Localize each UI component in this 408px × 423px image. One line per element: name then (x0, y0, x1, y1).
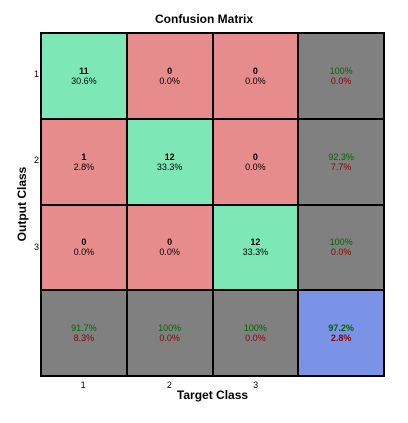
cell-count: 0 (167, 65, 173, 76)
col-summary-error: 0.0% (245, 333, 266, 344)
matrix-cell-2-2: 12 33.3% (126, 118, 213, 205)
row-summary-correct: 100% (329, 65, 353, 76)
overall-correct: 97.2% (328, 323, 354, 334)
matrix-cell-2-1: 1 2.8% (41, 118, 127, 205)
cell-percent: 33.3% (242, 247, 269, 258)
row-summary-3: 100% 0.0% (298, 204, 384, 291)
y-tick-label: 1 (33, 69, 39, 80)
cell-percent: 0.0% (73, 247, 95, 258)
row-summary-correct: 92.3% (328, 151, 354, 162)
confusion-matrix-grid: 11 30.6% 0 0.0% 0 0.0% 100% 0.0% 1 2.8% 12 33.3% 0 0.… (40, 32, 385, 377)
matrix-cell-1-3: 0 0.0% (212, 33, 299, 119)
col-summary-3: 100% 0.0% (212, 290, 299, 376)
matrix-cell-3-2: 0 0.0% (126, 204, 213, 291)
overall-summary: 97.2% 2.8% (298, 290, 384, 376)
cell-percent: 2.8% (73, 161, 95, 172)
col-summary-1: 91.7% 8.3% (41, 290, 127, 376)
col-summary-error: 8.3% (73, 333, 95, 344)
cell-percent: 0.0% (159, 247, 180, 258)
y-axis-label: Output Class (15, 166, 29, 242)
chart-title: Confusion Matrix (155, 12, 253, 26)
matrix-cell-1-1: 11 30.6% (41, 33, 127, 119)
col-summary-correct: 100% (243, 323, 267, 334)
col-summary-correct: 91.7% (71, 323, 97, 334)
x-tick-label: 3 (253, 380, 259, 390)
cell-count: 1 (81, 151, 87, 162)
cell-count: 0 (167, 237, 173, 248)
cell-percent: 33.3% (156, 161, 183, 172)
matrix-cell-3-3: 12 33.3% (212, 204, 299, 291)
row-summary-error: 7.7% (330, 161, 352, 172)
x-tick-label: 1 (80, 380, 86, 390)
cell-count: 0 (252, 65, 258, 76)
matrix-cell-3-1: 0 0.0% (41, 204, 127, 291)
y-tick-label: 3 (33, 241, 39, 252)
cell-percent: 0.0% (245, 161, 266, 172)
cell-percent: 0.0% (159, 75, 180, 86)
cell-count: 0 (252, 151, 258, 162)
row-summary-correct: 100% (329, 237, 353, 248)
col-summary-2: 100% 0.0% (126, 290, 213, 376)
col-summary-correct: 100% (158, 323, 182, 334)
matrix-cell-1-2: 0 0.0% (126, 33, 213, 119)
row-summary-error: 0.0% (330, 247, 352, 258)
row-summary-error: 0.0% (330, 75, 352, 86)
row-summary-2: 92.3% 7.7% (298, 118, 384, 205)
y-tick-label: 2 (33, 155, 39, 166)
cell-count: 0 (81, 237, 87, 248)
row-summary-1: 100% 0.0% (298, 33, 384, 119)
cell-percent: 0.0% (245, 75, 266, 86)
x-tick-label: 2 (166, 380, 172, 390)
col-summary-error: 0.0% (159, 333, 180, 344)
x-axis-label: Target Class (176, 388, 249, 402)
cell-count: 11 (79, 65, 89, 76)
cell-percent: 30.6% (71, 75, 97, 86)
matrix-cell-2-3: 0 0.0% (212, 118, 299, 205)
overall-error: 2.8% (330, 333, 352, 344)
cell-count: 12 (164, 151, 175, 162)
cell-count: 12 (250, 237, 261, 248)
